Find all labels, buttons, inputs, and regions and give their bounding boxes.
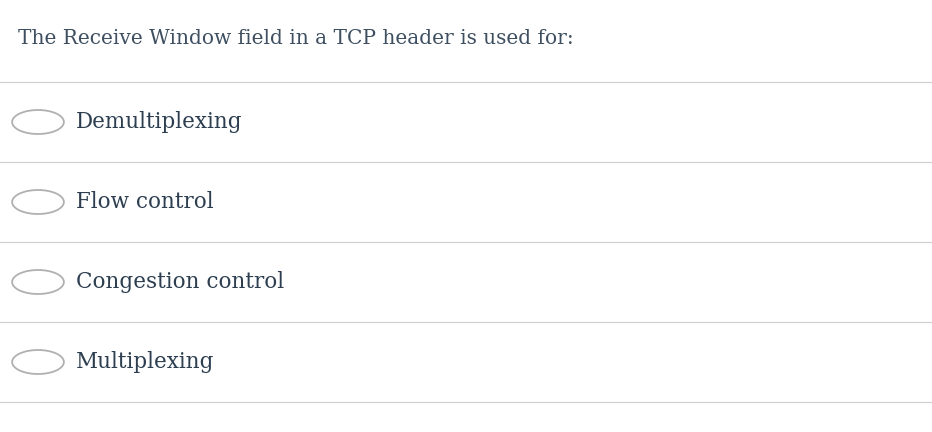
Text: Demultiplexing: Demultiplexing bbox=[75, 111, 242, 133]
Text: Multiplexing: Multiplexing bbox=[75, 351, 214, 373]
Text: Flow control: Flow control bbox=[75, 191, 213, 213]
Text: The Receive Window field in a TCP header is used for:: The Receive Window field in a TCP header… bbox=[18, 29, 574, 48]
Text: Congestion control: Congestion control bbox=[75, 271, 284, 293]
